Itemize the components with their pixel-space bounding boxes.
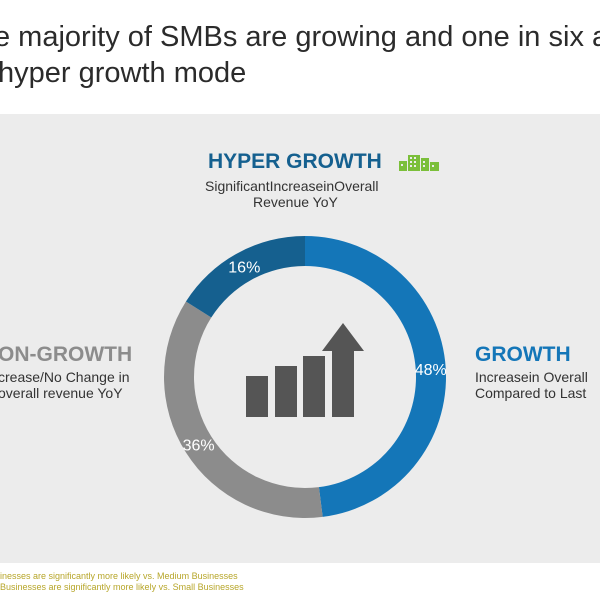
non-growth-desc-line-1: crease/No Change in — [0, 369, 130, 385]
slide-title-line-1: e majority of SMBs are growing and one i… — [0, 21, 600, 53]
hyper-growth-desc-line-2: Revenue YoY — [253, 194, 338, 210]
growth-desc-line-2: Compared to Last — [475, 385, 587, 401]
non-growth-title: ON-GROWTH — [0, 343, 133, 366]
growth-desc-line-1: Increasein Overall — [475, 369, 588, 385]
hyper-growth-desc-line-1: SignificantIncreaseinOverall — [205, 178, 379, 194]
footnote-line-1: inesses are significantly more likely vs… — [0, 571, 238, 581]
non-growth-desc-line-2: overall revenue YoY — [0, 385, 123, 401]
building-icon — [399, 155, 439, 171]
slide-title-line-2: hyper growth mode — [0, 57, 247, 89]
footnote-line-2: Businesses are significantly more likely… — [0, 582, 244, 592]
growth-title: GROWTH — [475, 343, 571, 366]
hyper-growth-title: HYPER GROWTH — [208, 150, 382, 173]
